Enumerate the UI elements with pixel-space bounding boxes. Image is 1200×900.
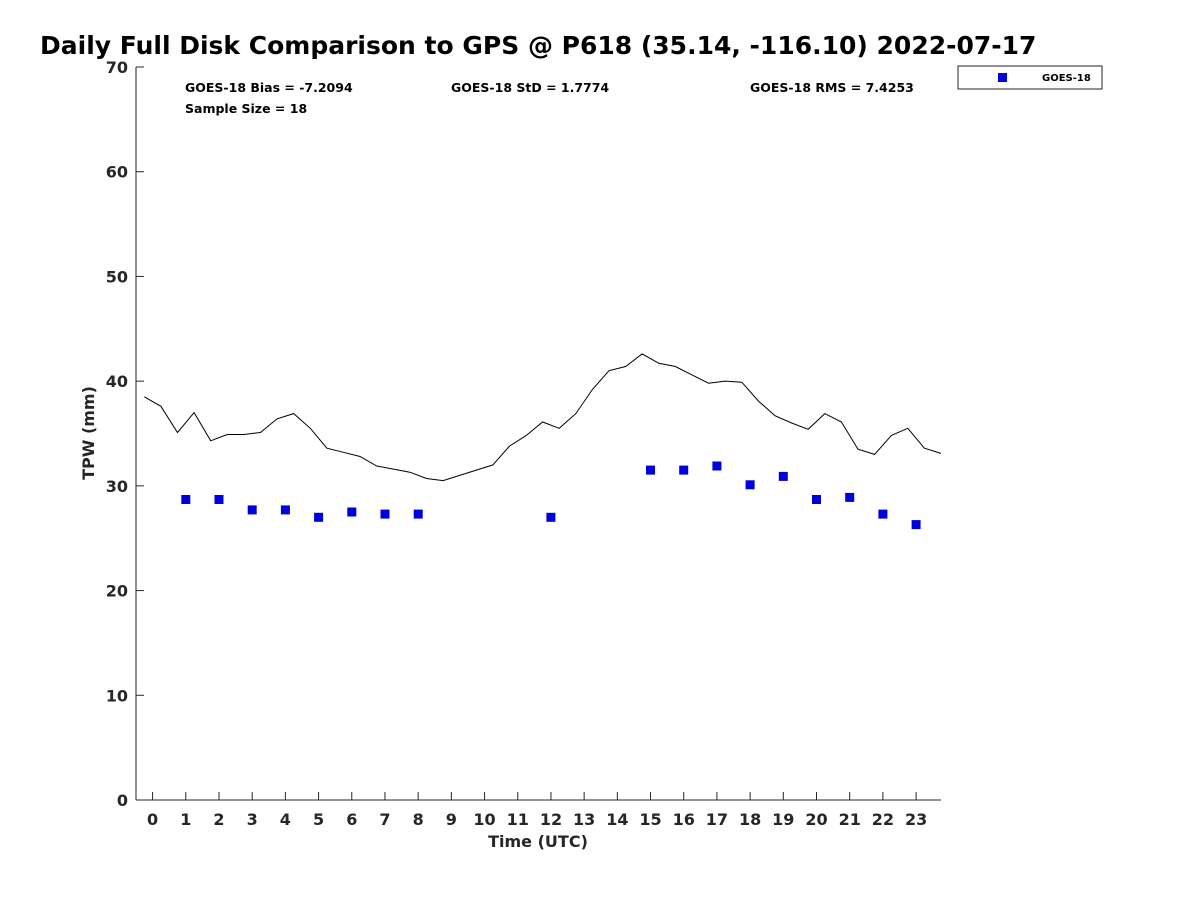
stat-rms: GOES-18 RMS = 7.4253 (750, 80, 914, 95)
data-point-goes18 (380, 509, 390, 519)
y-tick-label: 20 (106, 582, 128, 601)
data-point-goes18 (646, 465, 655, 475)
data-point-goes18 (911, 520, 921, 530)
series-line-gps (144, 353, 942, 482)
x-tick-label: 22 (872, 810, 894, 829)
y-tick-label: 50 (106, 267, 128, 286)
stat-bias: GOES-18 Bias = -7.2094 (185, 80, 353, 95)
x-tick-label: 0 (147, 810, 158, 829)
x-tick-label: 21 (839, 810, 861, 829)
x-tick-label: 11 (507, 810, 529, 829)
data-point-goes18 (745, 480, 755, 490)
legend-label-goes18: GOES-18 (1042, 73, 1091, 84)
x-tick-label: 8 (413, 810, 424, 829)
y-tick-label: 30 (106, 477, 128, 496)
x-axis-label: Time (UTC) (488, 832, 588, 851)
x-tick-label: 2 (213, 810, 224, 829)
y-tick-label: 10 (106, 686, 128, 705)
x-tick-label: 19 (772, 810, 794, 829)
x-tick-label: 6 (346, 810, 357, 829)
data-point-goes18 (812, 495, 821, 504)
x-tick-label: 9 (446, 810, 457, 829)
data-point-goes18 (778, 471, 788, 481)
data-point-goes18 (878, 509, 888, 519)
y-tick-label: 70 (106, 58, 128, 77)
x-tick-label: 4 (280, 810, 291, 829)
legend-marker-goes18 (998, 73, 1007, 82)
y-tick-label: 0 (117, 791, 128, 810)
y-axis-label: TPW (mm) (79, 386, 98, 480)
axes (135, 67, 941, 801)
data-point-goes18 (712, 461, 722, 471)
stat-sample-size: Sample Size = 18 (185, 101, 307, 116)
x-tick-label: 20 (805, 810, 827, 829)
data-point-goes18 (546, 512, 556, 522)
x-tick-label: 23 (905, 810, 927, 829)
data-point-goes18 (247, 505, 257, 515)
data-point-goes18 (280, 505, 290, 515)
legend: GOES-18 (957, 65, 1103, 90)
x-tick-label: 16 (673, 810, 695, 829)
x-tick-label: 10 (473, 810, 495, 829)
x-tick-label: 13 (573, 810, 595, 829)
chart-title: Daily Full Disk Comparison to GPS @ P618… (40, 31, 1036, 60)
data-point-goes18 (314, 512, 324, 522)
data-point-goes18 (413, 509, 423, 519)
x-tick-label: 14 (606, 810, 628, 829)
series-layer (144, 353, 942, 530)
x-axis-ticks: 0 1 2 3 4 5 6 7 8 9 10 11 12 13 14 15 16 17 18 19 20 21 22 23 (147, 792, 927, 829)
x-tick-label: 12 (540, 810, 562, 829)
x-tick-label: 1 (180, 810, 191, 829)
stat-std: GOES-18 StD = 1.7774 (451, 80, 609, 95)
x-tick-label: 5 (313, 810, 324, 829)
data-point-goes18 (181, 495, 191, 504)
x-tick-label: 17 (706, 810, 728, 829)
data-point-goes18 (845, 492, 855, 502)
x-tick-label: 3 (247, 810, 258, 829)
data-point-goes18 (347, 507, 357, 517)
data-point-goes18 (214, 495, 224, 504)
x-tick-label: 15 (639, 810, 661, 829)
y-axis-ticks: 0 10 20 30 40 50 60 70 (106, 58, 144, 810)
y-tick-label: 40 (106, 372, 128, 391)
x-tick-label: 7 (379, 810, 390, 829)
y-tick-label: 60 (106, 163, 128, 182)
legend-box (957, 65, 1103, 90)
data-point-goes18 (679, 465, 689, 475)
x-tick-label: 18 (739, 810, 761, 829)
